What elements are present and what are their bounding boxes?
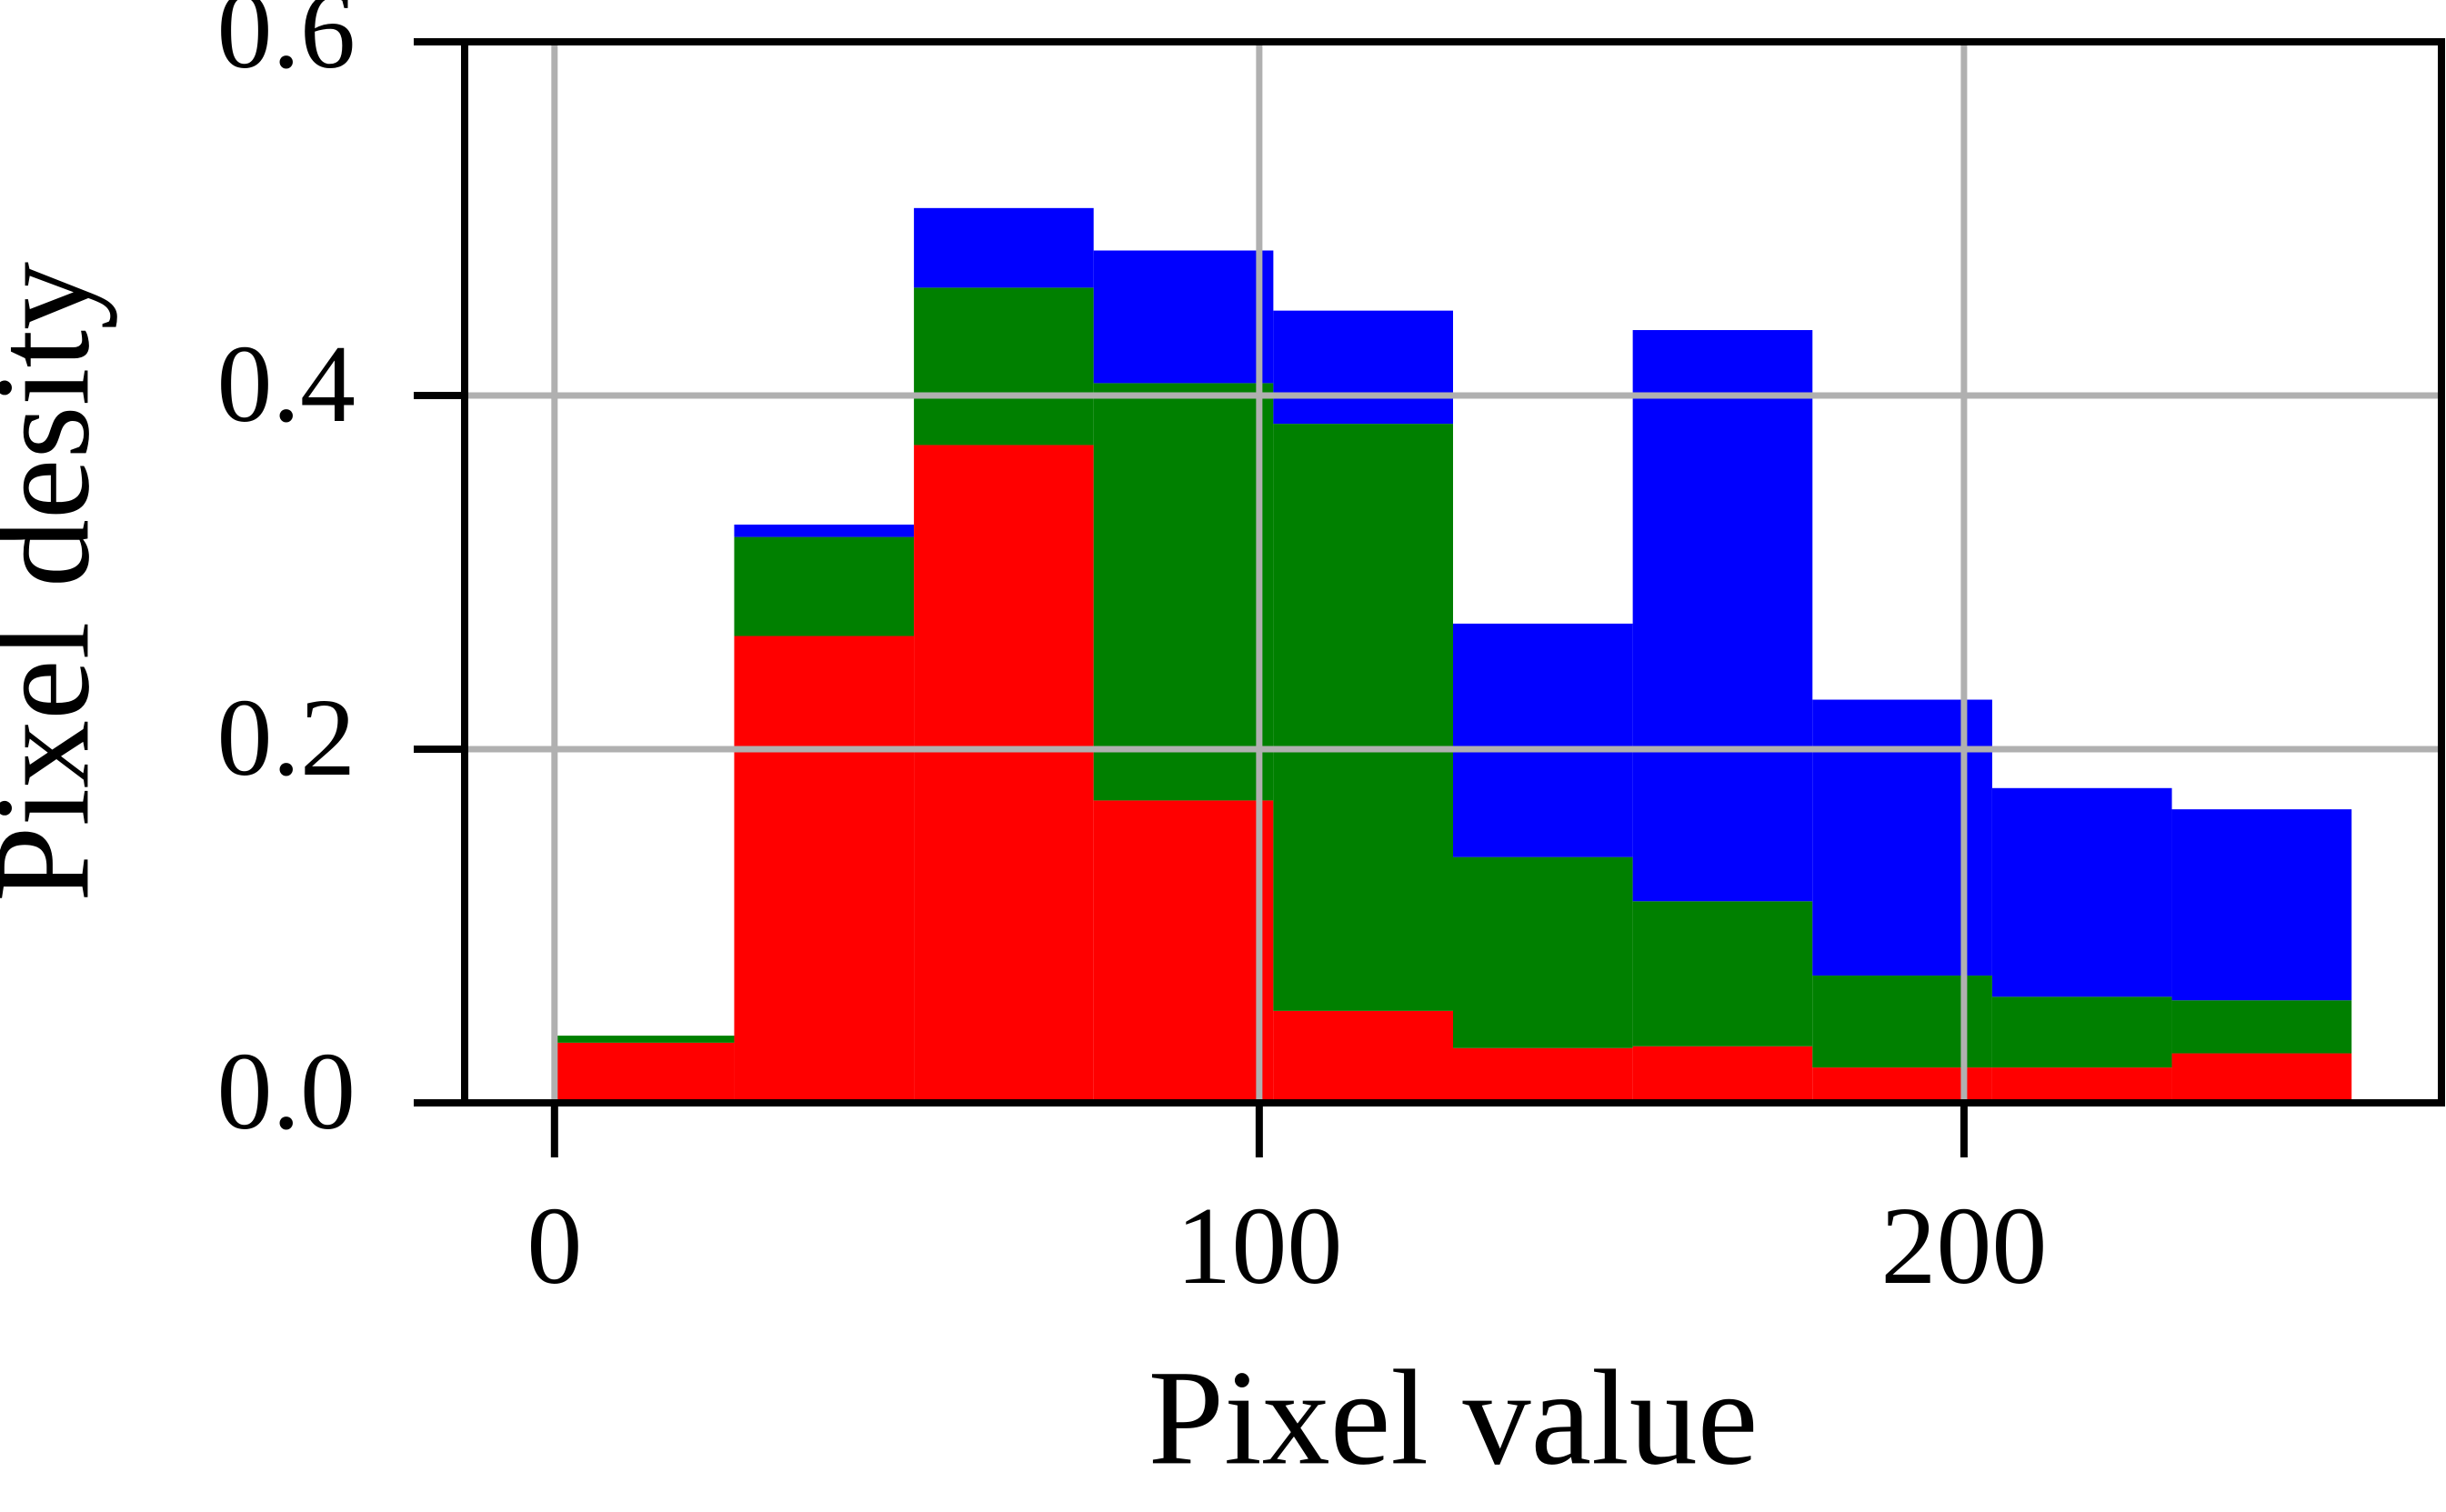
- bar: [554, 1042, 735, 1103]
- bar: [734, 536, 915, 636]
- y-tick-label: 0.2: [217, 676, 356, 799]
- bar: [1453, 1047, 1633, 1103]
- bar: [914, 445, 1094, 1104]
- bar: [1991, 996, 2172, 1068]
- bar: [1273, 310, 1453, 425]
- x-tick-label: 100: [1176, 1185, 1342, 1307]
- bar: [554, 1036, 735, 1043]
- bar: [1273, 424, 1453, 1011]
- y-tick-label: 0.0: [217, 1030, 356, 1153]
- y-axis-label: Pixel desity: [0, 262, 117, 902]
- plot-frame: [461, 38, 2445, 1106]
- bar: [1632, 1046, 1813, 1103]
- bar: [1632, 330, 1813, 902]
- y-tick-label: 0.6: [217, 0, 356, 92]
- bar: [1991, 1067, 2172, 1103]
- bar: [1991, 787, 2172, 997]
- bar: [1453, 623, 1633, 857]
- x-tick-label: 200: [1880, 1185, 2047, 1307]
- bar: [1273, 1010, 1453, 1103]
- bar: [2171, 1053, 2352, 1103]
- bar: [914, 207, 1094, 288]
- y-tick-label: 0.4: [217, 323, 356, 446]
- bar: [1093, 800, 1274, 1103]
- bar: [2171, 1000, 2352, 1054]
- x-tick-label: 0: [526, 1185, 582, 1307]
- bar: [734, 636, 915, 1103]
- bar: [2171, 809, 2352, 1001]
- bar: [1093, 250, 1274, 384]
- bar: [734, 524, 915, 537]
- bar: [1632, 901, 1813, 1046]
- bar: [914, 287, 1094, 446]
- bar: [1093, 383, 1274, 801]
- bar: [1453, 856, 1633, 1048]
- x-axis-label: Pixel value: [1148, 1342, 1759, 1493]
